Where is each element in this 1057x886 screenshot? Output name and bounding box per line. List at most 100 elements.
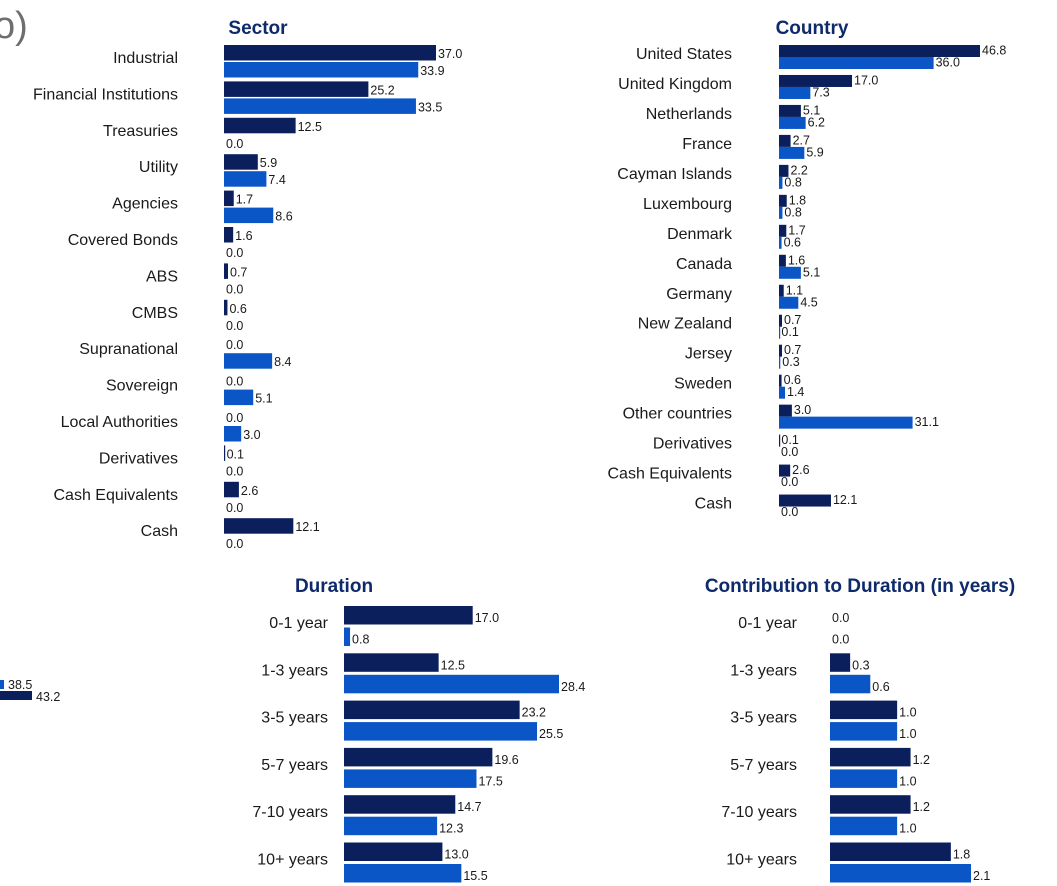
bar-series-1 [779,494,831,507]
bar-series-2 [344,674,559,694]
category-label: 10+ years [257,852,328,869]
data-label: 0.0 [226,537,243,551]
data-label: 0.0 [226,338,243,352]
data-label: 0.3 [852,658,869,672]
data-label: 12.5 [441,658,465,672]
chart-panel-0: Sector Industrial 37.0 33.9 Financial Instit… [33,18,462,551]
bar-series-2 [779,326,781,339]
partial-title-glyph: o) [0,5,28,47]
bar-series-1 [224,81,369,97]
chart-panel-3: Contribution to Duration (in years) 0-1 y… [705,576,1015,883]
bar-series-1 [830,653,851,672]
bar-series-1 [224,481,239,498]
bar-series-1 [344,606,473,625]
bar-series-2 [779,296,799,309]
category-label: 7-10 years [721,804,797,821]
category-label: 10+ years [726,852,797,869]
data-label: 5.9 [806,145,823,159]
data-label: 0.7 [230,265,247,279]
category-label: Sovereign [106,378,178,395]
data-label: 0.0 [781,445,798,459]
category-label: Agencies [112,196,178,213]
bar-series-2 [830,769,898,788]
category-label: 3-5 years [261,710,328,727]
data-label: 46.8 [982,44,1006,58]
data-label: 1.8 [789,193,806,207]
data-label: 1.0 [899,822,916,836]
data-label: 3.0 [794,403,811,417]
category-label: Derivatives [653,436,732,453]
bar-series-1 [779,134,791,147]
bar-series-2 [224,62,419,78]
data-label: 8.4 [274,355,291,369]
category-label: Utility [139,159,178,176]
bar-series-1 [779,314,783,327]
data-label: 25.5 [539,727,563,741]
category-label: Financial Institutions [33,86,178,103]
chart-panel-2: Duration 0-1 year 17.0 0.8 1-3 years 12.5 28.4… [252,576,585,883]
data-label: 0.7 [784,313,801,327]
data-label: 2.7 [793,133,810,147]
category-label: Cash [141,523,178,540]
bar-series-1 [344,842,443,861]
data-label: 25.2 [370,83,394,97]
data-label: 43.2 [36,690,60,704]
data-label: 1.0 [899,727,916,741]
category-label: Cash Equivalents [607,466,732,483]
data-label: 5.1 [255,392,272,406]
bar-series-2 [779,386,786,399]
data-label: 1.1 [786,283,803,297]
category-label: Cash [695,496,732,513]
bar-series-1 [779,404,792,417]
category-label: United Kingdom [618,76,732,93]
category-label: Germany [666,286,732,303]
data-label: 1.7 [788,223,805,237]
data-label: 5.9 [260,156,277,170]
bar-series-1 [224,154,258,170]
bar-series-2 [779,86,811,99]
category-label: 7-10 years [252,804,328,821]
bar-series-2 [224,353,273,369]
data-label: 0.0 [226,282,243,296]
bar-series-1 [830,700,898,720]
data-label: 5.1 [803,265,820,279]
data-label: 7.4 [268,173,285,187]
data-label: 0.0 [832,633,849,647]
data-label: 33.5 [418,100,442,114]
data-label: 12.5 [298,120,322,134]
data-label: 0.6 [784,235,801,249]
chart-title: Sector [228,18,288,39]
category-label: Netherlands [646,106,732,123]
data-label: 0.8 [784,175,801,189]
data-label: 0.0 [781,475,798,489]
bar-series-1 [224,445,226,461]
data-label: 2.1 [973,869,990,883]
data-label: 1.6 [235,229,252,243]
category-label: United States [636,46,732,63]
bar-series-1 [224,117,296,134]
bar-series-2 [779,206,783,219]
data-label: 0.0 [226,137,243,151]
bar-series-2 [779,236,782,249]
bar-series-2 [224,171,267,187]
data-label: 1.6 [788,253,805,267]
category-label: Cash Equivalents [53,487,178,504]
bar-series-1 [344,700,520,720]
category-label: ABS [146,268,178,285]
category-label: Jersey [685,346,732,363]
clipped-chart-fragment: 38.5 43.2 [0,678,60,704]
bar-series-2 [779,116,806,129]
bar-series-1 [344,653,439,672]
data-label: 2.6 [792,463,809,477]
data-label: 1.7 [236,193,253,207]
bar-series-1 [779,74,853,87]
category-label: 1-3 years [261,662,328,679]
category-label: 5-7 years [730,757,797,774]
bar-series-1 [779,434,781,447]
data-label: 1.8 [953,848,970,862]
bar-series-1 [779,344,783,357]
chart-title: Contribution to Duration (in years) [705,576,1015,597]
bar-series-2 [224,426,242,442]
category-label: Treasuries [103,123,178,140]
